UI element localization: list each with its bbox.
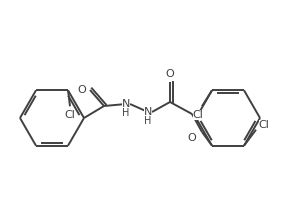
Text: Cl: Cl <box>193 110 203 120</box>
Text: O: O <box>78 85 86 95</box>
Text: Cl: Cl <box>259 120 270 130</box>
Text: N: N <box>144 107 152 117</box>
Text: H: H <box>144 116 152 126</box>
Text: O: O <box>166 69 174 79</box>
Text: Cl: Cl <box>65 110 75 120</box>
Text: O: O <box>187 133 196 143</box>
Text: H: H <box>122 108 130 118</box>
Text: N: N <box>122 99 130 109</box>
